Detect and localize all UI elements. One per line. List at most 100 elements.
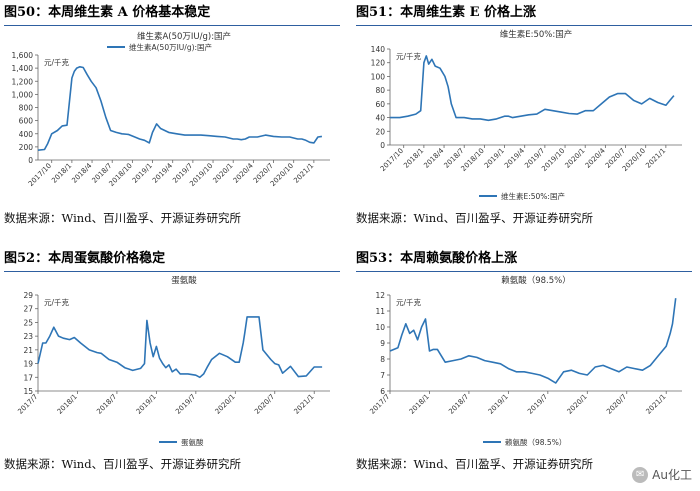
figure-title: 本周蛋氨酸价格稳定 — [48, 251, 166, 266]
panel-header: 图51：本周维生素 E 价格上涨 — [356, 3, 692, 26]
x-tick-label: 2021/1 — [292, 162, 315, 185]
y-tick-label: 1,000 — [12, 90, 34, 99]
y-unit-label: 元/千克 — [396, 51, 422, 61]
y-tick-label: 29 — [23, 291, 33, 300]
y-tick-label: 19 — [23, 360, 33, 369]
figure-number: 图51： — [356, 5, 401, 20]
panel-header: 图52：本周蛋氨酸价格稳定 — [4, 249, 340, 272]
figure-title: 本周维生素 A 价格基本稳定 — [48, 5, 211, 20]
x-tick-label: 2021/1 — [645, 393, 668, 416]
y-tick-label: 0 — [380, 141, 385, 150]
y-tick-label: 10 — [375, 323, 385, 332]
panel-header: 图53：本周赖氨酸价格上涨 — [356, 249, 692, 272]
x-tick-label: 2018/1 — [56, 393, 79, 416]
legend-label: 赖氨酸（98.5%） — [505, 437, 566, 447]
x-tick-label: 2020/1 — [566, 393, 589, 416]
x-tick-label: 2020/1 — [212, 162, 235, 185]
x-tick-label: 2018/4 — [70, 161, 93, 184]
x-tick-label: 2019/7 — [174, 393, 197, 416]
line-chart: 赖氨酸（98.5%） 元/千克 6 7 8 9 10 11 12 2017/7 2018/1 2018… — [368, 275, 682, 447]
legend-label: 维生素E:50%:国产 — [501, 191, 565, 201]
x-tick-label: 2018/1 — [402, 147, 425, 170]
y-tick-label: 1,600 — [12, 51, 34, 60]
x-tick-label: 2020/7 — [605, 393, 628, 416]
y-tick-label: 15 — [23, 387, 33, 396]
y-tick-label: 11 — [375, 307, 385, 316]
y-tick-label: 20 — [375, 127, 385, 136]
legend: 蛋氨酸 — [159, 437, 204, 447]
series-line — [37, 65, 323, 151]
x-tick-label: 2020/4 — [232, 161, 255, 184]
x-tick-label: 2018/7 — [95, 393, 118, 416]
x-tick-label: 2019/7 — [526, 393, 549, 416]
source-note: 数据来源：Wind、百川盈孚、开源证券研究所 — [356, 457, 594, 471]
y-tick-label: 600 — [19, 117, 34, 126]
x-tick-label: 2018/1 — [50, 162, 73, 185]
y-tick-label: 25 — [23, 318, 33, 327]
chart-title: 维生素A(50万IU/g):国产 — [137, 31, 231, 42]
source-note: 数据来源：Wind、百川盈孚、开源证券研究所 — [4, 211, 242, 225]
figure-number: 图53： — [356, 251, 401, 266]
y-tick-label: 100 — [371, 72, 386, 81]
chart-panel-vitamin-a: 图50：本周维生素 A 价格基本稳定 维生素A(50万IU/g):国产元/千克 0… — [0, 0, 350, 245]
x-tick-label: 2019/1 — [135, 393, 158, 416]
x-tick-label: 2020/7 — [253, 393, 276, 416]
x-tick-label: 2020/1 — [564, 147, 587, 170]
y-tick-label: 1,200 — [12, 77, 34, 86]
x-tick-label: 2018/7 — [447, 393, 470, 416]
y-unit-label: 元/千克 — [44, 297, 70, 307]
legend: 赖氨酸（98.5%） — [483, 437, 566, 447]
chart-title: 维生素E:50%:国产 — [500, 29, 573, 40]
y-tick-label: 120 — [371, 59, 386, 68]
figure-number: 图52： — [4, 251, 49, 266]
y-tick-label: 40 — [375, 114, 385, 123]
y-tick-label: 23 — [23, 332, 33, 341]
y-tick-label: 400 — [19, 130, 34, 139]
y-tick-label: 6 — [380, 387, 385, 396]
y-tick-label: 7 — [380, 371, 385, 380]
legend: 维生素E:50%:国产 — [479, 191, 565, 201]
x-tick-label: 2018/1 — [408, 393, 431, 416]
y-tick-label: 12 — [375, 291, 385, 300]
line-chart: 维生素A(50万IU/g):国产元/千克 0 200 400 600 800 1,000 1,… — [12, 31, 330, 188]
x-tick-label: 2017/10 — [379, 147, 405, 173]
x-tick-label: 2021/1 — [644, 147, 667, 170]
y-tick-label: 0 — [28, 156, 33, 165]
chart-panel-methionine: 图52：本周蛋氨酸价格稳定 蛋氨酸 元/千克 15 17 19 21 23 25 27 29 201… — [0, 246, 350, 491]
y-tick-label: 800 — [19, 104, 34, 113]
watermark: ✉ Au化工 — [632, 466, 692, 483]
y-tick-label: 80 — [375, 86, 385, 95]
source-note: 数据来源：Wind、百川盈孚、开源证券研究所 — [356, 211, 594, 225]
legend-label: 维生素A(50万IU/g):国产 — [129, 42, 212, 52]
y-tick-label: 60 — [375, 100, 385, 109]
x-tick-label: 2019/1 — [131, 162, 154, 185]
x-tick-label: 2020/1 — [214, 393, 237, 416]
wechat-bubble-icon: ✉ — [632, 466, 649, 483]
x-tick-label: 2019/4 — [503, 146, 526, 169]
watermark-text: Au化工 — [652, 468, 692, 482]
chart-panel-lysine: 图53：本周赖氨酸价格上涨 赖氨酸（98.5%） 元/千克 6 7 8 9 10 11 12 20… — [352, 246, 700, 491]
y-tick-label: 17 — [23, 373, 33, 382]
legend: 维生素A(50万IU/g):国产 — [107, 42, 212, 52]
x-tick-label: 2017/7 — [16, 393, 39, 416]
x-tick-label: 2017/10 — [27, 162, 53, 188]
y-tick-label: 200 — [19, 143, 34, 152]
figure-title: 本周维生素 E 价格上涨 — [400, 5, 537, 20]
line-chart: 维生素E:50%:国产元/千克0204060801001201402017/10… — [371, 29, 682, 201]
legend-label: 蛋氨酸 — [181, 437, 204, 447]
y-unit-label: 元/千克 — [396, 297, 422, 307]
y-tick-label: 27 — [23, 305, 33, 314]
x-tick-label: 2021/1 — [293, 393, 316, 416]
y-tick-label: 8 — [380, 355, 385, 364]
source-note: 数据来源：Wind、百川盈孚、开源证券研究所 — [4, 457, 242, 471]
x-tick-label: 2019/1 — [487, 393, 510, 416]
x-tick-label: 2019/4 — [151, 161, 174, 184]
y-tick-label: 21 — [23, 346, 33, 355]
figure-title: 本周赖氨酸价格上涨 — [400, 251, 518, 266]
line-chart: 蛋氨酸 元/千克 15 17 19 21 23 25 27 29 2017/7 2018/1 2018/… — [16, 275, 330, 447]
y-unit-label: 元/千克 — [44, 57, 70, 67]
y-tick-label: 9 — [380, 339, 385, 348]
figure-number: 图50： — [4, 5, 49, 20]
y-tick-label: 140 — [371, 45, 386, 54]
chart-title: 赖氨酸（98.5%） — [501, 275, 571, 286]
